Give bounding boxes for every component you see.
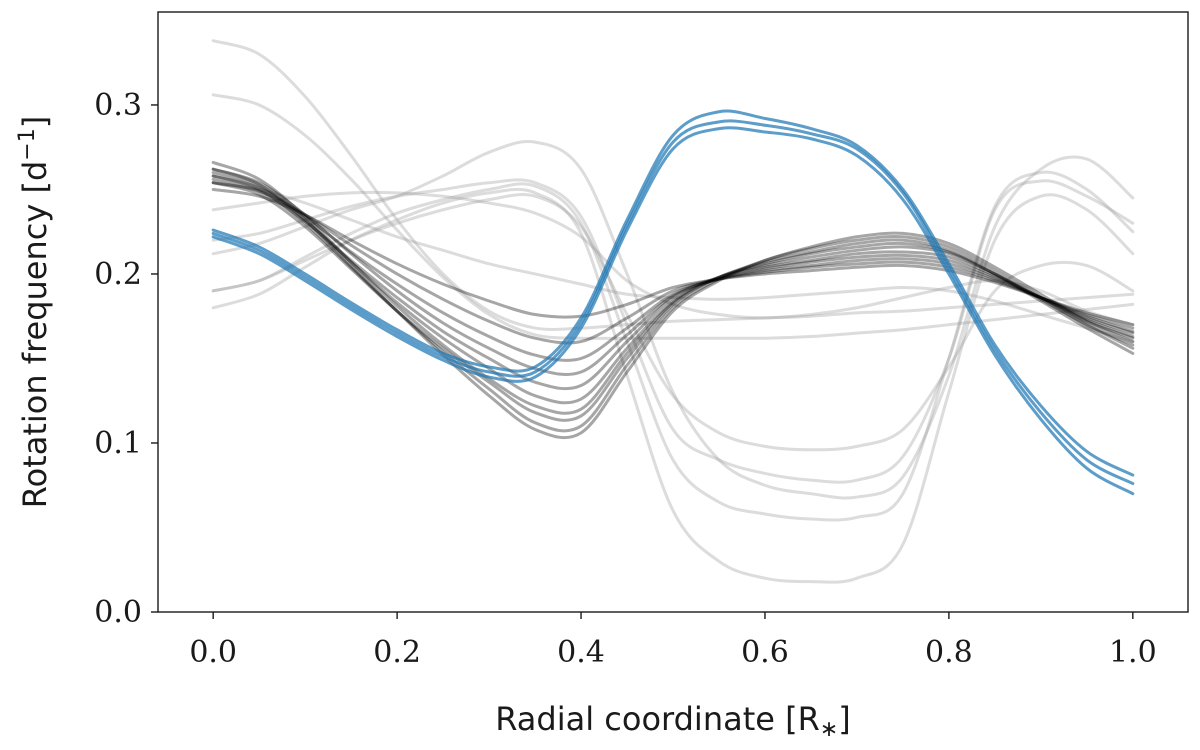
series-line-faint-01	[211, 39, 1135, 331]
x-tick-label: 0.4	[557, 635, 605, 670]
series-line-faint-06	[211, 178, 1135, 484]
series-line-faint-03	[211, 140, 1135, 500]
x-tick-label: 1.0	[1109, 635, 1157, 670]
series-line-highlight-1	[211, 109, 1135, 477]
series-line-dark-06	[211, 177, 1135, 391]
series-line-dark-10	[211, 187, 1135, 327]
plot-frame	[157, 11, 1189, 613]
x-tick-label: 0.6	[741, 635, 789, 670]
series-line-dark-08	[211, 174, 1135, 362]
series-line-highlight-3	[211, 126, 1135, 496]
y-tick-label: 0.3	[94, 88, 142, 123]
series-line-dark-04	[211, 160, 1135, 415]
series-line-dark-09	[211, 181, 1135, 345]
series-line-dark-07	[211, 167, 1135, 376]
series-line-faint-07	[211, 193, 1135, 452]
x-tick-label: 0.0	[189, 635, 237, 670]
y-tick-label: 0.0	[94, 595, 142, 630]
series-line-dark-02	[211, 174, 1135, 433]
y-axis: 0.0 0.1 0.2 0.3	[94, 88, 158, 630]
series-line-highlight-2	[211, 119, 1135, 486]
series-layer	[211, 39, 1135, 584]
series-line-dark-05	[211, 171, 1135, 405]
series-line-dark-03	[211, 181, 1135, 422]
y-tick-label: 0.1	[94, 426, 142, 461]
x-tick-label: 0.2	[373, 635, 421, 670]
series-line-faint-09	[211, 181, 1135, 344]
series-line-dark-01	[211, 167, 1135, 440]
y-tick-label: 0.2	[94, 257, 142, 292]
series-line-faint-05	[211, 187, 1135, 584]
y-axis-title: Rotation frequency [d−1]	[15, 116, 54, 508]
series-line-faint-08	[211, 190, 1135, 327]
series-line-faint-04	[211, 170, 1135, 522]
x-axis-title: Radial coordinate [R∗]	[495, 700, 851, 742]
x-tick-label: 0.8	[925, 635, 973, 670]
x-axis: 0.0 0.2 0.4 0.6 0.8 1.0	[189, 612, 1157, 670]
